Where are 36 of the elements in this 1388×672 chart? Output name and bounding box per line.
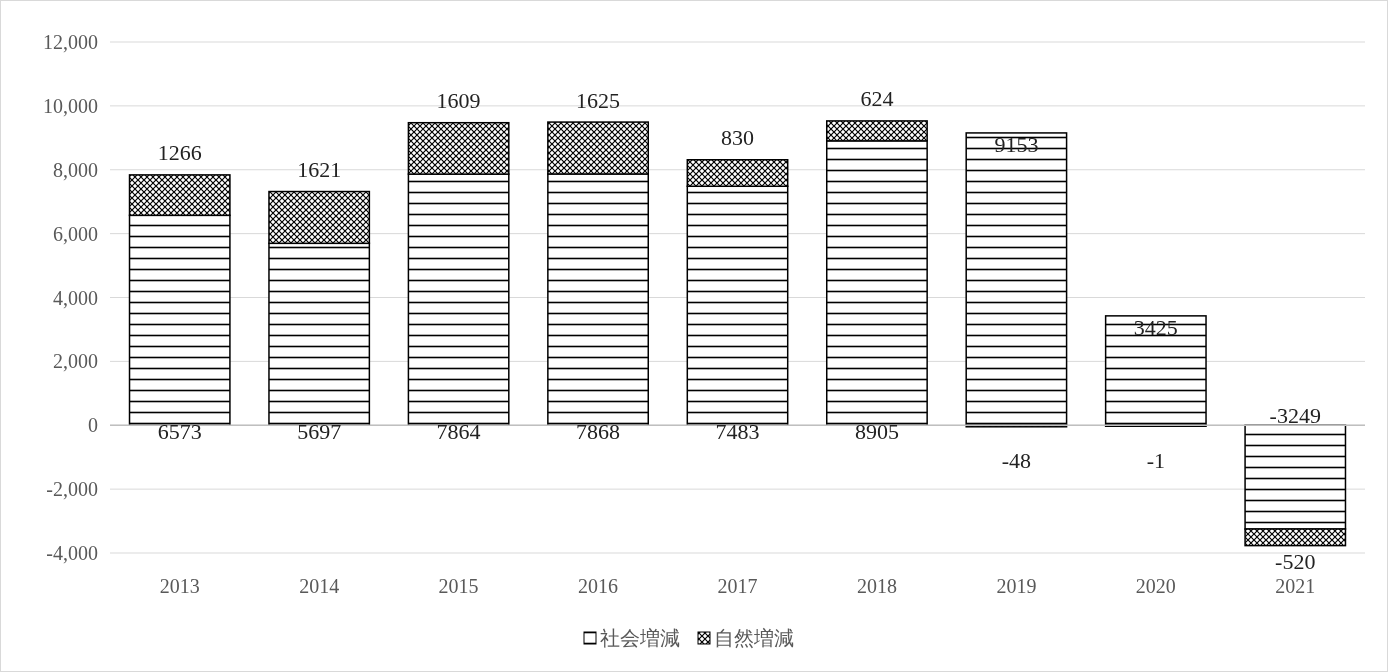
x-tick-label: 2017 — [717, 575, 758, 597]
data-label: 1625 — [576, 87, 621, 113]
data-label: -48 — [1001, 447, 1032, 473]
y-tick-label: -4,000 — [46, 542, 98, 564]
x-tick-label: 2019 — [996, 575, 1037, 597]
x-tick-label: 2020 — [1135, 575, 1176, 597]
data-label: 830 — [721, 125, 754, 151]
data-label: 1609 — [436, 88, 481, 114]
legend-label: 社会増減 — [600, 627, 680, 649]
data-label: 8905 — [854, 418, 899, 444]
y-tick-label: 4,000 — [53, 286, 98, 309]
y-tick-label: 8,000 — [53, 158, 98, 181]
legend-label: 自然増減 — [714, 627, 794, 649]
y-tick-label: -2,000 — [46, 478, 98, 501]
x-tick-label: 2013 — [159, 575, 200, 597]
data-label: 6573 — [157, 418, 202, 444]
data-label: 624 — [860, 86, 894, 112]
y-tick-label: 12,000 — [43, 31, 98, 53]
x-tick-label: 2014 — [299, 575, 340, 597]
y-tick-label: 6,000 — [53, 222, 98, 245]
data-label: 7864 — [436, 418, 481, 444]
data-label: 7483 — [715, 418, 760, 444]
x-tick-label: 2015 — [438, 575, 479, 597]
data-label: -520 — [1275, 549, 1316, 575]
data-label: 7868 — [576, 418, 621, 444]
x-tick-label: 2016 — [578, 575, 619, 597]
data-label: 1266 — [157, 140, 202, 166]
y-tick-label: 10,000 — [43, 94, 98, 117]
y-tick-label: 2,000 — [53, 350, 98, 373]
data-label: 5697 — [297, 418, 342, 444]
data-label: 1621 — [297, 157, 342, 183]
y-tick-label: 0 — [88, 414, 98, 437]
x-tick-label: 2018 — [856, 575, 897, 597]
data-label: -3249 — [1269, 402, 1321, 428]
data-label: -1 — [1146, 447, 1165, 473]
x-tick-label: 2021 — [1275, 575, 1316, 597]
